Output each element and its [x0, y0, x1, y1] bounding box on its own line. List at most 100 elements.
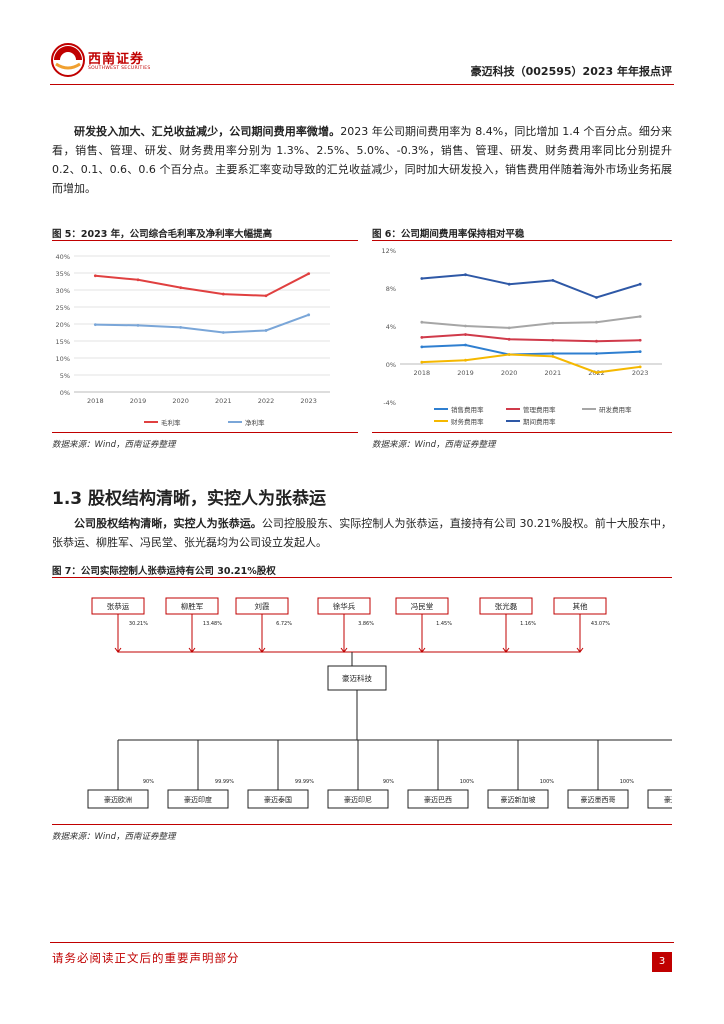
header-divider: [50, 84, 674, 85]
series-line-净利率: [95, 313, 310, 334]
shareholder-pct: 43.07%: [591, 621, 610, 627]
data-point: [464, 343, 467, 347]
y-tick-label: 0%: [386, 361, 396, 369]
subsidiary-box: [487, 789, 549, 809]
data-point: [136, 323, 140, 327]
subsidiary-box: [87, 789, 149, 809]
shareholder-name: 其他: [573, 601, 588, 611]
fig7-bottom-line: [52, 824, 672, 825]
section-bold-lead: 公司股权结构清晰，实控人为张恭运。: [74, 517, 262, 530]
x-tick-label: 2021: [545, 369, 562, 377]
shareholder-pct: 1.16%: [520, 621, 536, 627]
company-box: [327, 665, 387, 691]
data-point: [638, 338, 642, 342]
y-tick-label: 35%: [56, 270, 70, 278]
data-point: [179, 286, 183, 290]
report-title: 豪迈科技（002595）2023 年年报点评: [470, 65, 672, 78]
x-tick-label: 2023: [300, 397, 317, 405]
data-point: [420, 320, 424, 324]
series-line-期间费用率: [421, 273, 641, 299]
y-tick-label: 15%: [56, 338, 70, 346]
legend-label: 管理费用率: [523, 405, 556, 414]
company-name: 豪迈科技: [342, 673, 372, 683]
x-tick-label: 2023: [632, 369, 649, 377]
section-text: 公司控股股东、实际控制人为张恭运，直接持有公司 30.21%股权。前十大股东中，…: [52, 517, 673, 549]
subsidiary-name: 豪迈印尼: [344, 795, 372, 804]
series-line-管理费用率: [421, 333, 641, 343]
subsidiary-pct: 100%: [620, 779, 635, 785]
fig6-caption-line: [372, 240, 672, 241]
subsidiary-name: 豪迈欧洲: [104, 795, 132, 804]
y-tick-label: 0%: [60, 389, 70, 397]
data-point: [551, 338, 555, 342]
fig5-source: 数据来源：Wind，西南证券整理: [52, 440, 176, 450]
series-line-销售费用率: [421, 343, 641, 356]
subsidiary-name: 豪迈泰国: [264, 795, 292, 804]
logo-icon: [51, 43, 85, 77]
x-tick-label: 2022: [258, 397, 275, 405]
data-point: [507, 353, 511, 356]
x-tick-label: 2021: [215, 397, 232, 405]
data-point: [551, 355, 555, 358]
footer-divider: [50, 942, 674, 943]
series-line-财务费用率: [421, 353, 641, 374]
legend-label: 研发费用率: [599, 405, 632, 414]
y-tick-label: 30%: [56, 287, 70, 295]
y-tick-label: 40%: [56, 253, 70, 261]
subsidiary-name: 豪迈新加坡: [501, 795, 536, 804]
fig5-chart: 0% 5% 10% 15% 20% 25% 30% 35% 40% 2018 2019 2020 202…: [56, 253, 330, 427]
fig7-caption-line: [52, 577, 672, 578]
intro-bold-lead: 研发投入加大、汇兑收益减少，公司期间费用率微增。: [74, 125, 341, 138]
legend-label: 财务费用率: [451, 417, 484, 426]
section-title: 1.3 股权结构清晰，实控人为张恭运: [52, 489, 327, 509]
subsidiary-box: [647, 789, 672, 809]
fig6-source: 数据来源：Wind，西南证券整理: [372, 440, 496, 450]
ownership-diagram: 张恭运 30.21% 柳胜军 13.48% 刘霞 6.72% 徐华兵 3.86% 冯民堂 1.45…: [87, 597, 672, 809]
x-tick-label: 2020: [172, 397, 189, 405]
x-tick-label: 2018: [87, 397, 104, 405]
y-tick-label: 25%: [56, 304, 70, 312]
subsidiary-pct: 99.99%: [215, 779, 234, 785]
data-point: [93, 323, 97, 327]
data-point: [507, 337, 511, 341]
data-point: [464, 273, 467, 277]
y-tick-label: 5%: [60, 372, 70, 380]
data-point: [420, 360, 424, 364]
data-point: [464, 358, 467, 362]
subsidiary-name: 豪迈巴西: [424, 795, 452, 804]
y-tick-label: 10%: [56, 355, 70, 363]
fig5-bottom-line: [52, 432, 358, 433]
data-point: [420, 336, 424, 339]
data-point: [638, 315, 642, 318]
x-tick-label: 2019: [130, 397, 147, 405]
data-point: [507, 282, 511, 286]
data-point: [179, 326, 183, 329]
y-tick-label: 8%: [386, 285, 396, 293]
fig6-caption: 图 6：公司期间费用率保持相对平稳: [372, 229, 525, 240]
x-tick-label: 2018: [414, 369, 431, 377]
subsidiary-name: 豪迈越南: [664, 795, 672, 804]
legend-label: 净利率: [245, 418, 265, 427]
subsidiary-box: [247, 789, 309, 809]
intro-text: 2023 年公司期间费用率为 8.4%，同比增加 1.4 个百分点。细分来看，销…: [52, 125, 673, 195]
data-point: [464, 324, 467, 328]
subsidiary-pct: 100%: [540, 779, 555, 785]
subsidiary-name: 豪迈墨西哥: [581, 795, 616, 804]
y-tick-label: 20%: [56, 321, 70, 329]
shareholder-pct: 13.48%: [203, 621, 222, 627]
data-point: [551, 321, 555, 325]
y-tick-label: 4%: [386, 323, 396, 331]
data-point: [638, 365, 642, 369]
data-point: [264, 294, 268, 298]
data-point: [136, 278, 140, 282]
legend-label: 毛利率: [161, 418, 181, 427]
fig5-caption-line: [52, 240, 358, 241]
shareholder-name: 冯民堂: [411, 601, 434, 611]
fig5-caption: 图 5：2023 年，公司综合毛利率及净利率大幅提高: [52, 229, 273, 240]
data-point: [307, 272, 311, 276]
series-line-毛利率: [95, 272, 310, 297]
legend-label: 期间费用率: [523, 417, 556, 426]
subsidiary-pct: 99.99%: [295, 779, 314, 785]
data-point: [595, 296, 598, 299]
footer-notice: 请务必阅读正文后的重要声明部分: [52, 951, 240, 965]
